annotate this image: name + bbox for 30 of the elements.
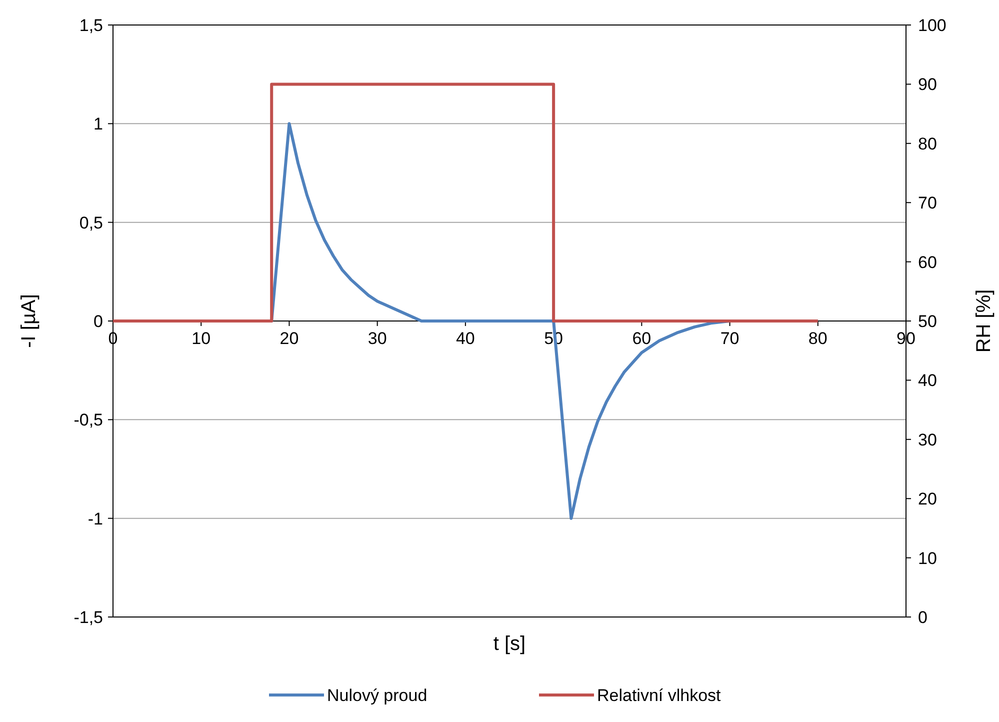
y2-tick-label: 100 — [918, 16, 946, 35]
x-tick-label: 80 — [808, 329, 828, 348]
x-tick-label: 30 — [368, 329, 387, 348]
x-tick-label: 40 — [456, 329, 475, 348]
y-tick-label: 0 — [94, 312, 103, 331]
y-tick-label: -0,5 — [74, 410, 103, 430]
x-tick-label: 10 — [192, 329, 211, 348]
y2-tick-label: 40 — [918, 371, 937, 390]
y2-tick-label: 90 — [918, 75, 937, 94]
y2-axis-title: RH [%] — [973, 289, 995, 353]
legend-label: Relativní vlhkost — [597, 686, 722, 705]
legend-label: Nulový proud — [327, 686, 428, 705]
y2-tick-label: 50 — [918, 312, 937, 331]
y-tick-label: -1,5 — [74, 608, 103, 627]
y2-tick-label: 60 — [918, 252, 937, 272]
y2-tick-label: 20 — [918, 490, 937, 509]
x-tick-label: 70 — [720, 329, 740, 348]
y2-tick-label: 80 — [918, 134, 937, 154]
y2-tick-label: 30 — [918, 430, 937, 450]
x-tick-label: 20 — [280, 329, 299, 348]
y2-tick-label: 70 — [918, 194, 937, 213]
y-tick-label: 0,5 — [79, 213, 103, 232]
x-tick-label: 60 — [632, 329, 652, 348]
y2-tick-label: 10 — [918, 548, 937, 568]
x-axis-title: t [s] — [493, 633, 526, 655]
y-axis-title: -I [µA] — [18, 294, 40, 348]
y2-tick-label: 0 — [918, 608, 928, 627]
y-tick-label: 1 — [94, 114, 103, 134]
y-tick-label: 1,5 — [79, 16, 103, 35]
y-tick-label: -1 — [88, 509, 103, 528]
